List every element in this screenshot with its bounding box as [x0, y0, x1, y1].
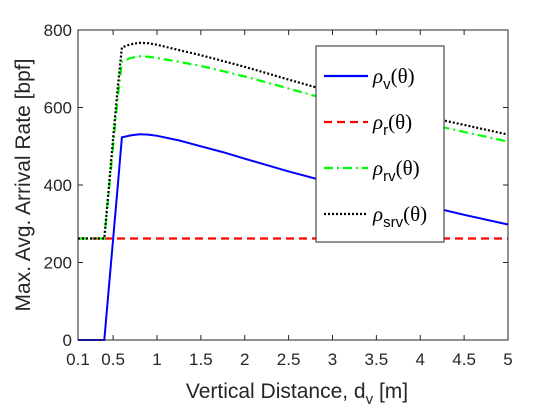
x-tick-label: 0.5 — [101, 350, 125, 369]
y-tick-label: 600 — [44, 99, 72, 118]
legend-box — [315, 45, 445, 243]
x-tick-label: 0.1 — [66, 350, 90, 369]
y-tick-label: 200 — [44, 254, 72, 273]
x-tick-label: 2.5 — [277, 350, 301, 369]
x-axis-label: Vertical Distance, dv [m] — [186, 380, 408, 408]
axes: 0.1 0.5 1 1.5 2 2.5 3 3.5 4 4.5 5 0 200 400 600 800 — [44, 21, 513, 369]
y-axis-label: Max. Avg. Arrival Rate [bpf] — [12, 59, 35, 312]
legend-label-srv: ρsrv(θ) — [372, 202, 427, 231]
x-tick-label: 4 — [416, 350, 425, 369]
legend-label-v: ρv(θ) — [372, 64, 415, 93]
x-tick-label: 4.5 — [452, 350, 476, 369]
x-tick-label: 3.5 — [365, 350, 389, 369]
x-tick-label: 2 — [240, 350, 249, 369]
x-tick-label: 5 — [503, 350, 512, 369]
legend: ρv(θ) ρr(θ) ρrv(θ) ρsrv(θ) — [315, 45, 445, 243]
y-tick-label: 800 — [44, 21, 72, 40]
x-tick-label: 1.5 — [189, 350, 213, 369]
y-tick-label: 400 — [44, 176, 72, 195]
x-tick-label: 1 — [152, 350, 161, 369]
legend-label-r: ρr(θ) — [372, 110, 412, 139]
legend-label-rv: ρrv(θ) — [372, 156, 420, 185]
x-tick-label: 3 — [328, 350, 337, 369]
y-tick-label: 0 — [63, 331, 72, 350]
